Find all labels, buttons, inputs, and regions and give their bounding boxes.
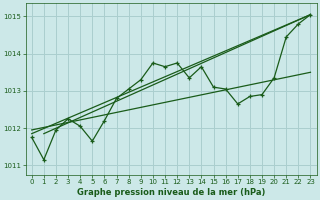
X-axis label: Graphe pression niveau de la mer (hPa): Graphe pression niveau de la mer (hPa) [77, 188, 265, 197]
